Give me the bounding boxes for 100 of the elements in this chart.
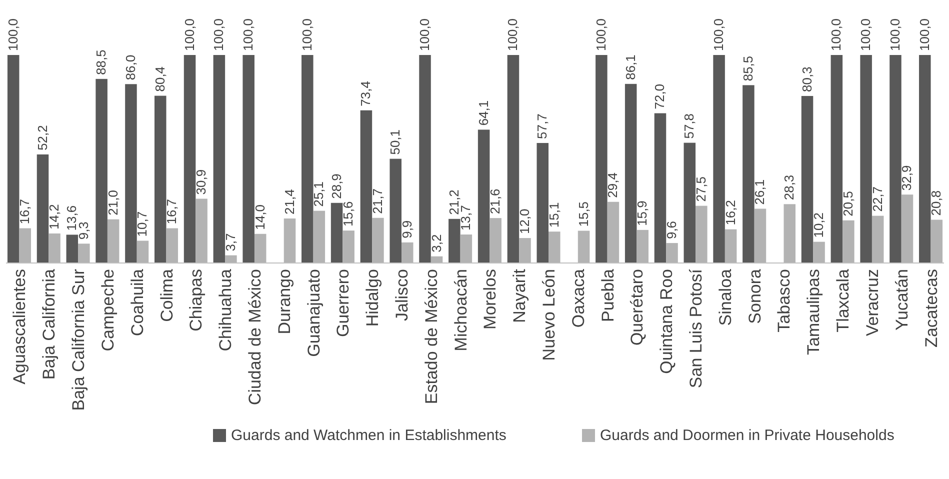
bar (7, 55, 20, 263)
data-label: 10,7 (134, 211, 150, 237)
bar (184, 55, 196, 263)
data-label: 86,0 (122, 54, 138, 80)
x-tick-label: Veracruz (862, 269, 882, 336)
bar (242, 55, 254, 263)
data-label: 3,7 (222, 233, 238, 252)
x-tick-label: Sonora (745, 268, 764, 324)
data-label: 26,1 (752, 179, 768, 205)
data-label: 73,4 (358, 81, 374, 106)
data-label: 3,2 (428, 234, 444, 252)
data-label: 21,4 (282, 189, 297, 214)
data-label: 25,1 (311, 181, 326, 207)
data-label: 100,0 (916, 18, 932, 51)
bar (448, 218, 460, 263)
x-tick-label: Nuevo León (540, 269, 559, 361)
data-label: 80,3 (799, 66, 814, 92)
x-tick-label: Puebla (598, 268, 618, 322)
x-tick-label: Yucatán (892, 269, 912, 330)
bar (36, 154, 49, 263)
data-label: 86,1 (622, 54, 638, 80)
bar (654, 113, 666, 263)
bar (890, 55, 902, 263)
x-tick-label: Aguascalientes (10, 269, 30, 384)
data-label: 10,2 (811, 212, 826, 238)
bar (330, 202, 343, 263)
bar (536, 142, 549, 263)
data-label: 12,0 (516, 208, 532, 234)
data-label: 100,0 (5, 18, 20, 51)
x-tick-label: Querétaro (628, 269, 647, 346)
data-label: 100,0 (858, 18, 874, 51)
data-label: 15,5 (576, 201, 591, 227)
legend-label: Guards and Doormen in Private Households (600, 427, 894, 444)
data-label: 20,5 (840, 191, 856, 216)
bar (596, 55, 608, 263)
bar (624, 84, 637, 263)
bar (507, 55, 520, 263)
bar (360, 110, 372, 263)
data-label: 85,5 (740, 56, 756, 82)
data-label: 16,7 (17, 198, 32, 224)
x-tick-label: Baja California Sur (69, 268, 88, 411)
data-label: 72,0 (652, 84, 668, 110)
data-label: 100,0 (299, 18, 314, 51)
data-label: 57,8 (682, 113, 697, 139)
data-label: 100,0 (240, 18, 256, 51)
x-tick-label: Guerrero (334, 269, 353, 338)
data-label: 15,1 (546, 202, 562, 228)
bar (830, 55, 843, 263)
data-label: 57,7 (534, 114, 550, 139)
x-tick-label: Colima (157, 268, 176, 322)
data-label: 100,0 (211, 18, 226, 51)
data-label: 14,0 (252, 204, 268, 230)
x-tick-label: Sinaloa (716, 268, 735, 326)
data-label: 16,2 (722, 200, 738, 226)
data-label: 20,8 (928, 190, 944, 216)
x-tick-label: Durango (274, 269, 294, 334)
data-label: 28,9 (328, 174, 344, 199)
data-label: 88,5 (94, 50, 109, 75)
x-tick-label: Ciudad de México (245, 269, 264, 406)
bar (713, 55, 725, 263)
x-tick-label: Quintana Roo (657, 269, 676, 374)
bar (390, 158, 402, 263)
data-label: 14,2 (46, 204, 62, 230)
bar (919, 55, 931, 263)
data-label: 22,7 (870, 186, 885, 212)
data-label: 64,1 (476, 100, 491, 126)
bar (684, 142, 696, 263)
x-tick-label: Estado de México (422, 269, 441, 404)
bar (302, 55, 314, 263)
bar (96, 78, 108, 263)
x-tick-label: Tlaxcala (834, 268, 853, 332)
data-label: 15,9 (634, 200, 650, 226)
x-tick-label: Jalisco (392, 269, 412, 321)
bar (125, 84, 137, 263)
data-label: 100,0 (711, 18, 726, 51)
x-tick-label: Oaxaca (568, 268, 588, 328)
x-tick-label: Morelos (480, 269, 500, 330)
data-label: 100,0 (828, 18, 844, 51)
data-label: 80,4 (152, 66, 168, 92)
data-label: 27,5 (693, 176, 708, 202)
bar (478, 130, 490, 263)
x-tick-label: Chiapas (186, 269, 206, 332)
bar (801, 96, 814, 263)
data-label: 30,9 (194, 169, 209, 195)
x-tick-label: Baja California (40, 268, 59, 380)
x-tick-label: Campeche (98, 269, 118, 352)
data-label: 21,0 (105, 190, 120, 216)
x-tick-label: Nayarit (510, 268, 530, 323)
bar (419, 55, 431, 263)
data-label: 28,3 (782, 174, 797, 200)
data-label: 100,0 (887, 18, 902, 51)
bar (213, 55, 226, 263)
x-tick-label: Coahuila (128, 268, 147, 336)
bar (742, 85, 754, 263)
data-label: 15,6 (340, 201, 356, 227)
data-label: 100,0 (182, 18, 197, 51)
legend-label: Guards and Watchmen in Establishments (231, 427, 506, 444)
data-label: 100,0 (417, 18, 432, 51)
data-label: 21,7 (370, 188, 385, 214)
data-label: 9,6 (664, 220, 680, 240)
